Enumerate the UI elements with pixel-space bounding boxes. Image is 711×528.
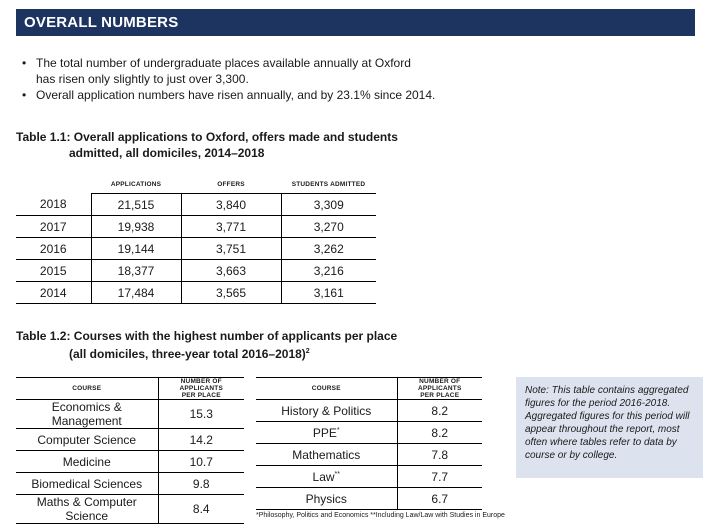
table-row: 2015 18,377 3,663 3,216 [16, 259, 376, 282]
course-cell: Law** [256, 465, 397, 488]
table-header-row: COURSE NUMBER OF APPLICANTS PER PLACE [256, 377, 482, 400]
bullet-list: • The total number of undergraduate plac… [22, 55, 435, 103]
course-cell: PPE* [256, 421, 397, 444]
course-footnote-marker: * [336, 426, 340, 434]
admitted-cell: 3,309 [280, 193, 376, 216]
year-cell: 2015 [16, 259, 91, 282]
table-row: Mathematics 7.8 [256, 443, 482, 466]
table-row: Physics 6.7 [256, 487, 482, 510]
admitted-cell: 3,216 [280, 259, 376, 282]
bullet-icon: • [22, 56, 27, 70]
table-row: 2014 17,484 3,565 3,161 [16, 281, 376, 304]
applicants-header-line2: PER PLACE [181, 392, 221, 399]
section-header: OVERALL NUMBERS [16, 9, 695, 36]
applicants-header-line1: NUMBER OF APPLICANTS [179, 378, 224, 392]
ratio-cell: 9.8 [157, 472, 244, 495]
course-name: Law [312, 469, 335, 484]
applications-cell: 17,484 [90, 281, 181, 304]
course-header: COURSE [256, 377, 397, 400]
table-footnote: *Philosophy, Politics and Economics **In… [256, 512, 505, 519]
footnote-marker: 2 [305, 348, 310, 355]
ratio-cell: 7.7 [396, 465, 482, 488]
year-cell: 2016 [16, 237, 91, 260]
table1-caption: Table 1.1: Overall applications to Oxfor… [16, 129, 398, 161]
bullet-text: The total number of undergraduate places… [36, 56, 411, 70]
course-cell: Biomedical Sciences [16, 472, 158, 495]
course-cell: History & Politics [256, 399, 397, 422]
applications-cell: 19,938 [90, 215, 181, 238]
course-name: Mathematics [292, 447, 361, 462]
table-header-row: COURSE NUMBER OF APPLICANTS PER PLACE [16, 377, 244, 400]
bullet-item: • The total number of undergraduate plac… [22, 55, 435, 87]
table1-caption-line2: admitted, all domiciles, 2014–2018 [69, 146, 265, 160]
table-row: History & Politics 8.2 [256, 399, 482, 422]
course-footnote-marker: ** [334, 470, 340, 478]
applications-cell: 19,144 [90, 237, 181, 260]
table1-caption-line1: Table 1.1: Overall applications to Oxfor… [16, 130, 398, 144]
applicants-header-line1: NUMBER OF APPLICANTS [417, 378, 462, 392]
course-cell: Computer Science [16, 428, 158, 451]
applicants-header-line2: PER PLACE [420, 392, 460, 399]
course-cell: Medicine [16, 450, 158, 473]
year-cell: 2017 [16, 215, 91, 238]
table-row: 2016 19,144 3,751 3,262 [16, 237, 376, 260]
applicants-header: NUMBER OF APPLICANTS PER PLACE [157, 377, 244, 400]
table-row: Maths & Computer Science 8.4 [16, 494, 244, 524]
ratio-cell: 14.2 [157, 428, 244, 451]
year-cell: 2018 [16, 193, 91, 216]
bullet-text: Overall application numbers have risen a… [36, 88, 436, 102]
table-row: Economics & Management 15.3 [16, 399, 244, 429]
applications-cell: 21,515 [90, 193, 181, 216]
offers-cell: 3,751 [180, 237, 281, 260]
bullet-icon: • [22, 88, 27, 102]
table-courses-right: COURSE NUMBER OF APPLICANTS PER PLACE His… [256, 377, 482, 510]
course-cell: Economics & Management [16, 399, 158, 429]
ratio-cell: 8.2 [396, 421, 482, 444]
course-name: History & Politics [281, 403, 372, 418]
admitted-cell: 3,262 [280, 237, 376, 260]
table2-caption-line2-wrap: (all domiciles, three-year total 2016–20… [16, 344, 397, 362]
table-courses-left: COURSE NUMBER OF APPLICANTS PER PLACE Eco… [16, 377, 244, 524]
offers-cell: 3,840 [180, 193, 281, 216]
admitted-cell: 3,161 [280, 281, 376, 304]
applications-cell: 18,377 [90, 259, 181, 282]
offers-cell: 3,663 [180, 259, 281, 282]
ratio-cell: 15.3 [157, 399, 244, 429]
table-header-cell: OFFERS [181, 176, 281, 194]
table-header-row: APPLICATIONS OFFERS STUDENTS ADMITTED [16, 176, 376, 194]
ratio-cell: 6.7 [396, 487, 482, 510]
bullet-item: • Overall application numbers have risen… [22, 87, 435, 103]
course-cell: Physics [256, 487, 397, 510]
table-row: Biomedical Sciences 9.8 [16, 472, 244, 495]
table2-caption: Table 1.2: Courses with the highest numb… [16, 328, 397, 362]
ratio-cell: 7.8 [396, 443, 482, 466]
table-row: PPE* 8.2 [256, 421, 482, 444]
table2-caption-line1: Table 1.2: Courses with the highest numb… [16, 329, 398, 343]
course-header: COURSE [16, 377, 158, 400]
table-row: Law** 7.7 [256, 465, 482, 488]
table-header-cell [16, 176, 91, 194]
table-row: 2017 19,938 3,771 3,270 [16, 215, 376, 238]
table-row: 2018 21,515 3,840 3,309 [16, 193, 376, 216]
table-header-cell: APPLICATIONS [91, 176, 181, 194]
course-name: PPE [312, 425, 337, 440]
table-row: Medicine 10.7 [16, 450, 244, 473]
year-cell: 2014 [16, 281, 91, 304]
offers-cell: 3,565 [180, 281, 281, 304]
admitted-cell: 3,270 [280, 215, 376, 238]
ratio-cell: 8.2 [396, 399, 482, 422]
table-applications: APPLICATIONS OFFERS STUDENTS ADMITTED 20… [16, 176, 376, 304]
table-row: Computer Science 14.2 [16, 428, 244, 451]
ratio-cell: 10.7 [157, 450, 244, 473]
ratio-cell: 8.4 [157, 494, 244, 524]
course-cell: Maths & Computer Science [16, 494, 158, 524]
course-cell: Mathematics [256, 443, 397, 466]
applicants-header: NUMBER OF APPLICANTS PER PLACE [396, 377, 482, 400]
course-name: Physics [305, 491, 347, 506]
table2-caption-line2: (all domiciles, three-year total 2016–20… [69, 347, 306, 361]
offers-cell: 3,771 [180, 215, 281, 238]
note-box: Note: This table contains aggregated fig… [516, 377, 703, 478]
table-header-cell: STUDENTS ADMITTED [281, 176, 376, 194]
bullet-text: has risen only slightly to just over 3,3… [36, 72, 249, 86]
